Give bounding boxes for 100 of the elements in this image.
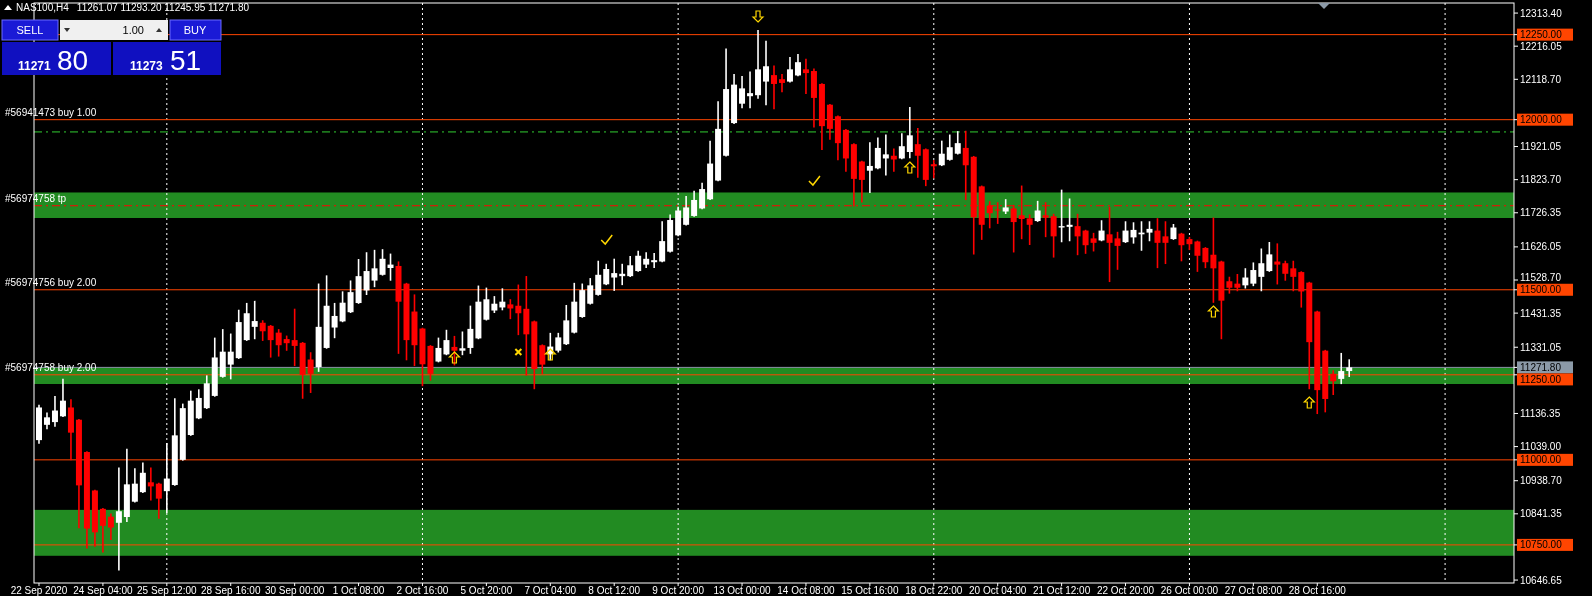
candlestick (539, 344, 546, 374)
candlestick (1146, 221, 1153, 242)
x-tick-label: 24 Sep 04:00 (73, 585, 134, 596)
annotation: 80 (57, 45, 89, 76)
y-tick-label: 12313.40 (1520, 7, 1563, 19)
candlestick (1026, 214, 1033, 245)
candlestick (946, 134, 953, 161)
x-tick-label: 14 Oct 08:00 (777, 585, 836, 596)
candlestick (139, 462, 146, 493)
candlestick (1154, 218, 1161, 269)
candlestick (1066, 198, 1073, 242)
candlestick (1274, 243, 1281, 285)
x-tick-label: 22 Sep 2020 (10, 585, 68, 596)
candlestick (1074, 213, 1081, 256)
candlestick (459, 331, 466, 356)
candlestick (635, 250, 642, 272)
candlestick (739, 76, 746, 109)
y-tick-label: 11250.00 (1520, 373, 1562, 385)
candlestick (763, 40, 770, 106)
candlestick (99, 508, 106, 553)
candlestick (195, 389, 202, 420)
candlestick (555, 332, 562, 353)
candlestick (866, 142, 873, 193)
x-tick-label: 18 Oct 22:00 (905, 585, 963, 596)
candlestick (587, 278, 594, 305)
annotation: 1.00 (122, 24, 144, 36)
candlestick (115, 467, 122, 571)
candlestick (379, 249, 386, 276)
candlestick (155, 482, 162, 519)
candlestick (347, 280, 354, 314)
candlestick (443, 329, 450, 356)
candlestick (515, 284, 522, 336)
candlestick (1282, 260, 1289, 281)
x-tick-label: 21 Oct 12:00 (1032, 585, 1091, 596)
candlestick (898, 133, 905, 160)
candlestick (954, 131, 961, 155)
x-tick-label: 26 Oct 00:00 (1160, 585, 1219, 596)
candlestick (882, 134, 889, 176)
y-tick-label: 10841.35 (1520, 508, 1563, 520)
x-tick-label: 22 Oct 20:00 (1096, 585, 1155, 596)
candlestick (59, 378, 66, 418)
candlestick (1162, 221, 1169, 265)
candlestick (51, 396, 58, 427)
candlestick (107, 513, 114, 540)
candlestick (1194, 240, 1201, 272)
annotation: 11271 (18, 59, 52, 73)
x-tick-label: 13 Oct 00:00 (713, 585, 772, 596)
annotation: 11261.07 11293.20 11245.95 11271.80 (76, 2, 250, 13)
candlestick (603, 263, 610, 286)
candlestick (483, 287, 490, 321)
candlestick (651, 252, 658, 269)
candlestick (1210, 217, 1217, 303)
annotation: 11273 (130, 59, 164, 73)
candlestick (683, 196, 690, 226)
candlestick (1330, 370, 1337, 395)
x-tick-label: 2 Oct 16:00 (396, 585, 449, 596)
candlestick (874, 137, 881, 170)
candlestick (275, 329, 282, 357)
candlestick (691, 190, 698, 217)
candlestick (1290, 260, 1297, 292)
x-tick-label: 8 Oct 12:00 (588, 585, 641, 596)
candlestick (259, 320, 266, 341)
candlestick (1098, 220, 1105, 242)
candlestick (227, 333, 234, 380)
candlestick (563, 304, 570, 345)
y-tick-label: 11500.00 (1520, 284, 1562, 296)
candlestick (1122, 221, 1129, 243)
y-tick-label: 11726.35 (1520, 207, 1562, 219)
chart-title: NAS100,H4 (16, 2, 69, 13)
y-tick-label: 11626.05 (1520, 241, 1562, 253)
candlestick (595, 260, 602, 296)
candlestick (435, 337, 442, 363)
candlestick (1082, 229, 1089, 254)
y-tick-label: 11921.05 (1520, 141, 1562, 153)
candlestick (307, 352, 314, 393)
x-tick-label: 20 Oct 04:00 (969, 585, 1027, 596)
ref-line-label: #56941473 buy 1.00 (5, 106, 97, 118)
x-tick-label: 5 Oct 20:00 (460, 585, 513, 596)
x-tick-label: 28 Sep 16:00 (200, 585, 261, 596)
candlestick (1250, 262, 1257, 287)
y-tick-label: 12000.00 (1520, 114, 1563, 126)
candlestick (1346, 359, 1353, 377)
candlestick (611, 258, 618, 291)
y-tick-label: 11271.80 (1520, 361, 1562, 373)
candlestick (147, 467, 154, 501)
candlestick (1266, 242, 1273, 272)
candlestick (1258, 248, 1265, 292)
candlestick (786, 56, 793, 83)
y-tick-label: 12216.05 (1520, 41, 1563, 53)
x-tick-label: 15 Oct 16:00 (841, 585, 899, 596)
ref-line-label: #56974756 buy 2.00 (5, 276, 97, 288)
x-tick-label: 30 Sep 00:00 (264, 585, 325, 596)
candlestick (1058, 189, 1065, 243)
candlestick (794, 53, 801, 77)
annotation: 51 (170, 45, 202, 76)
x-tick-label: 1 Oct 08:00 (332, 585, 385, 596)
candlestick (1202, 247, 1209, 269)
candlestick (507, 299, 514, 320)
y-tick-label: 10938.70 (1520, 475, 1563, 487)
candlestick (1338, 352, 1345, 385)
